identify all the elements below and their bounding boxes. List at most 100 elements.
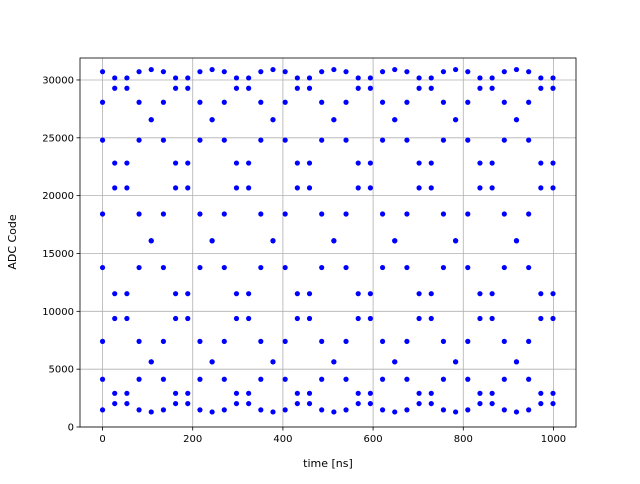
point bbox=[124, 85, 130, 91]
point bbox=[197, 264, 203, 271]
point bbox=[160, 376, 167, 382]
x-tick-label: 600 bbox=[364, 434, 383, 445]
point bbox=[233, 75, 240, 81]
point bbox=[513, 117, 520, 123]
x-tick-label: 1000 bbox=[541, 434, 566, 445]
point bbox=[160, 99, 167, 105]
point bbox=[404, 137, 410, 143]
point bbox=[355, 75, 361, 81]
point bbox=[379, 376, 386, 382]
point bbox=[465, 338, 471, 344]
point bbox=[379, 211, 386, 217]
point bbox=[112, 400, 118, 407]
point bbox=[209, 359, 215, 365]
point bbox=[367, 400, 373, 407]
point bbox=[331, 359, 337, 365]
y-tick-label: 10000 bbox=[42, 307, 74, 318]
point bbox=[306, 85, 313, 91]
point bbox=[526, 407, 532, 413]
point bbox=[112, 390, 118, 396]
point bbox=[172, 291, 179, 297]
point bbox=[416, 75, 422, 81]
point bbox=[428, 85, 434, 91]
point bbox=[379, 264, 386, 271]
point bbox=[538, 291, 544, 297]
point bbox=[233, 390, 240, 396]
point bbox=[440, 376, 447, 382]
point bbox=[246, 400, 252, 407]
point bbox=[136, 99, 142, 105]
x-tick-label: 800 bbox=[454, 434, 473, 445]
point bbox=[233, 315, 240, 322]
point bbox=[209, 409, 215, 415]
point bbox=[477, 85, 483, 91]
point bbox=[258, 407, 264, 413]
y-tick-label: 5000 bbox=[49, 365, 74, 376]
plot-frame bbox=[79, 57, 577, 428]
point bbox=[501, 99, 507, 105]
point bbox=[233, 400, 240, 407]
point bbox=[379, 99, 386, 105]
point bbox=[209, 66, 215, 73]
point bbox=[185, 75, 191, 81]
point bbox=[185, 315, 191, 322]
point bbox=[404, 264, 410, 271]
point bbox=[526, 69, 532, 75]
point bbox=[221, 264, 227, 271]
point bbox=[513, 359, 520, 365]
point bbox=[233, 185, 240, 191]
point bbox=[319, 69, 325, 75]
point bbox=[112, 160, 118, 166]
point bbox=[465, 69, 471, 75]
point bbox=[477, 185, 483, 191]
point bbox=[306, 160, 313, 166]
point bbox=[404, 69, 410, 75]
point bbox=[355, 315, 361, 322]
point bbox=[343, 376, 349, 382]
point bbox=[465, 137, 471, 143]
point bbox=[258, 338, 264, 344]
point bbox=[416, 185, 422, 191]
point bbox=[489, 160, 495, 166]
point bbox=[197, 376, 203, 382]
point bbox=[526, 137, 532, 143]
point bbox=[416, 291, 422, 297]
point bbox=[185, 291, 191, 297]
point bbox=[367, 185, 373, 191]
point bbox=[148, 117, 154, 123]
point bbox=[160, 137, 167, 143]
point bbox=[258, 264, 264, 271]
point bbox=[233, 85, 240, 91]
point bbox=[538, 185, 544, 191]
point bbox=[270, 117, 276, 123]
point bbox=[404, 338, 410, 344]
point bbox=[136, 376, 142, 382]
point bbox=[331, 238, 337, 244]
point bbox=[526, 99, 532, 105]
point bbox=[392, 66, 398, 73]
point bbox=[258, 211, 264, 217]
point bbox=[489, 400, 495, 407]
point bbox=[172, 315, 179, 322]
point bbox=[440, 338, 447, 344]
point bbox=[124, 400, 130, 407]
point bbox=[197, 137, 203, 143]
point bbox=[416, 315, 422, 322]
point bbox=[465, 99, 471, 105]
point bbox=[282, 137, 288, 143]
point bbox=[185, 185, 191, 191]
point bbox=[124, 291, 130, 297]
x-tick-label: 400 bbox=[273, 434, 292, 445]
point bbox=[489, 85, 495, 91]
point bbox=[197, 211, 203, 217]
point bbox=[306, 390, 313, 396]
point bbox=[124, 315, 130, 322]
point bbox=[465, 264, 471, 271]
point bbox=[270, 359, 276, 365]
point bbox=[343, 99, 349, 105]
point bbox=[99, 211, 106, 217]
point bbox=[221, 338, 227, 344]
point bbox=[160, 338, 167, 344]
point bbox=[160, 211, 167, 217]
